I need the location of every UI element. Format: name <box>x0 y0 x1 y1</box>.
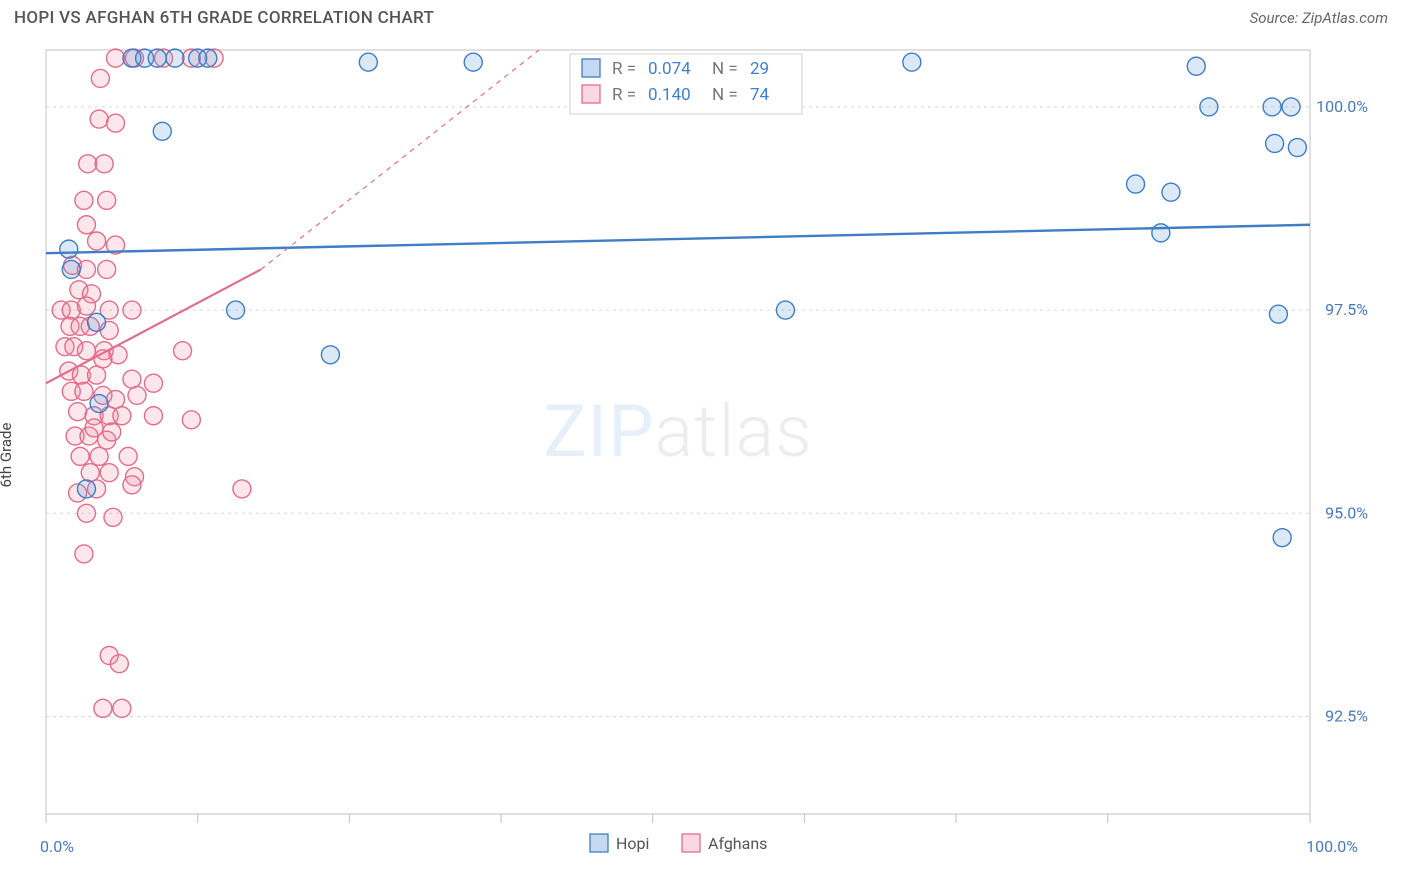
data-point <box>227 301 245 319</box>
data-point <box>1282 98 1300 116</box>
data-point <box>110 655 128 673</box>
trend-line-afghans-dashed <box>261 50 539 269</box>
data-point <box>144 407 162 425</box>
data-point <box>60 240 78 258</box>
data-point <box>107 390 125 408</box>
data-point <box>144 374 162 392</box>
data-point <box>75 382 93 400</box>
trend-line-hopi <box>46 225 1310 253</box>
y-tick-label: 97.5% <box>1325 300 1368 319</box>
legend-n-value: 74 <box>750 85 770 105</box>
data-point <box>174 342 192 360</box>
data-point <box>90 110 108 128</box>
data-point <box>88 366 106 384</box>
data-point <box>77 216 95 234</box>
data-point <box>77 480 95 498</box>
legend-r-label: R = <box>612 85 636 105</box>
data-point <box>71 447 89 465</box>
data-point <box>1187 57 1205 75</box>
data-point <box>107 49 125 67</box>
data-point <box>103 423 121 441</box>
legend-swatch <box>590 834 608 852</box>
y-tick-label: 92.5% <box>1325 706 1368 725</box>
data-point <box>62 260 80 278</box>
y-tick-label: 100.0% <box>1316 97 1368 116</box>
data-point <box>75 545 93 563</box>
data-point <box>166 49 184 67</box>
data-point <box>1266 134 1284 152</box>
source-label: Source: ZipAtlas.com <box>1250 9 1388 27</box>
data-point <box>98 260 116 278</box>
data-point <box>81 464 99 482</box>
data-point <box>90 447 108 465</box>
data-point <box>113 407 131 425</box>
data-point <box>153 122 171 140</box>
legend-n-value: 29 <box>750 59 769 79</box>
data-point <box>1162 183 1180 201</box>
data-point <box>91 69 109 87</box>
watermark: ZIPatlas <box>543 389 812 474</box>
data-point <box>95 155 113 173</box>
data-point <box>113 699 131 717</box>
data-point <box>148 49 166 67</box>
data-point <box>1273 529 1291 547</box>
data-point <box>94 699 112 717</box>
data-point <box>90 395 108 413</box>
data-point <box>88 313 106 331</box>
x-tick-label: 0.0% <box>40 837 74 856</box>
data-point <box>1152 224 1170 242</box>
legend-series-label: Afghans <box>708 834 767 853</box>
data-point <box>1127 175 1145 193</box>
data-point <box>100 464 118 482</box>
legend-n-label: N = <box>712 59 738 79</box>
x-tick-label: 100.0% <box>1306 837 1358 856</box>
data-point <box>77 297 95 315</box>
legend-swatch <box>582 85 600 103</box>
data-point <box>123 370 141 388</box>
data-point <box>776 301 794 319</box>
data-point <box>77 504 95 522</box>
legend-r-value: 0.074 <box>648 59 691 79</box>
legend-swatch <box>582 59 600 77</box>
data-point <box>79 155 97 173</box>
data-point <box>123 476 141 494</box>
legend-swatch <box>682 834 700 852</box>
data-point <box>233 480 251 498</box>
data-point <box>1288 139 1306 157</box>
data-point <box>359 53 377 71</box>
data-point <box>85 419 103 437</box>
data-point <box>464 53 482 71</box>
data-point <box>98 191 116 209</box>
data-point <box>88 232 106 250</box>
legend-series-label: Hopi <box>616 834 649 853</box>
data-point <box>903 53 921 71</box>
data-point <box>199 49 217 67</box>
data-point <box>321 346 339 364</box>
legend-n-label: N = <box>712 85 738 105</box>
data-point <box>77 342 95 360</box>
data-point <box>1269 305 1287 323</box>
data-point <box>75 191 93 209</box>
data-point <box>1200 98 1218 116</box>
data-point <box>104 508 122 526</box>
data-point <box>1263 98 1281 116</box>
scatter-chart: 92.5% 95.0% 97.5% 100.0% 0.0% 100.0% ZIPatlas R… <box>30 34 1370 864</box>
data-point <box>119 447 137 465</box>
y-axis-label: 6th Grade <box>0 423 15 488</box>
y-tick-label: 95.0% <box>1325 503 1368 522</box>
legend-r-label: R = <box>612 59 636 79</box>
data-point <box>107 114 125 132</box>
chart-title: HOPI VS AFGHAN 6TH GRADE CORRELATION CHA… <box>14 8 434 28</box>
data-point <box>123 301 141 319</box>
legend-r-value: 0.140 <box>648 85 691 105</box>
data-point <box>182 411 200 429</box>
data-point <box>128 386 146 404</box>
data-point <box>69 403 87 421</box>
